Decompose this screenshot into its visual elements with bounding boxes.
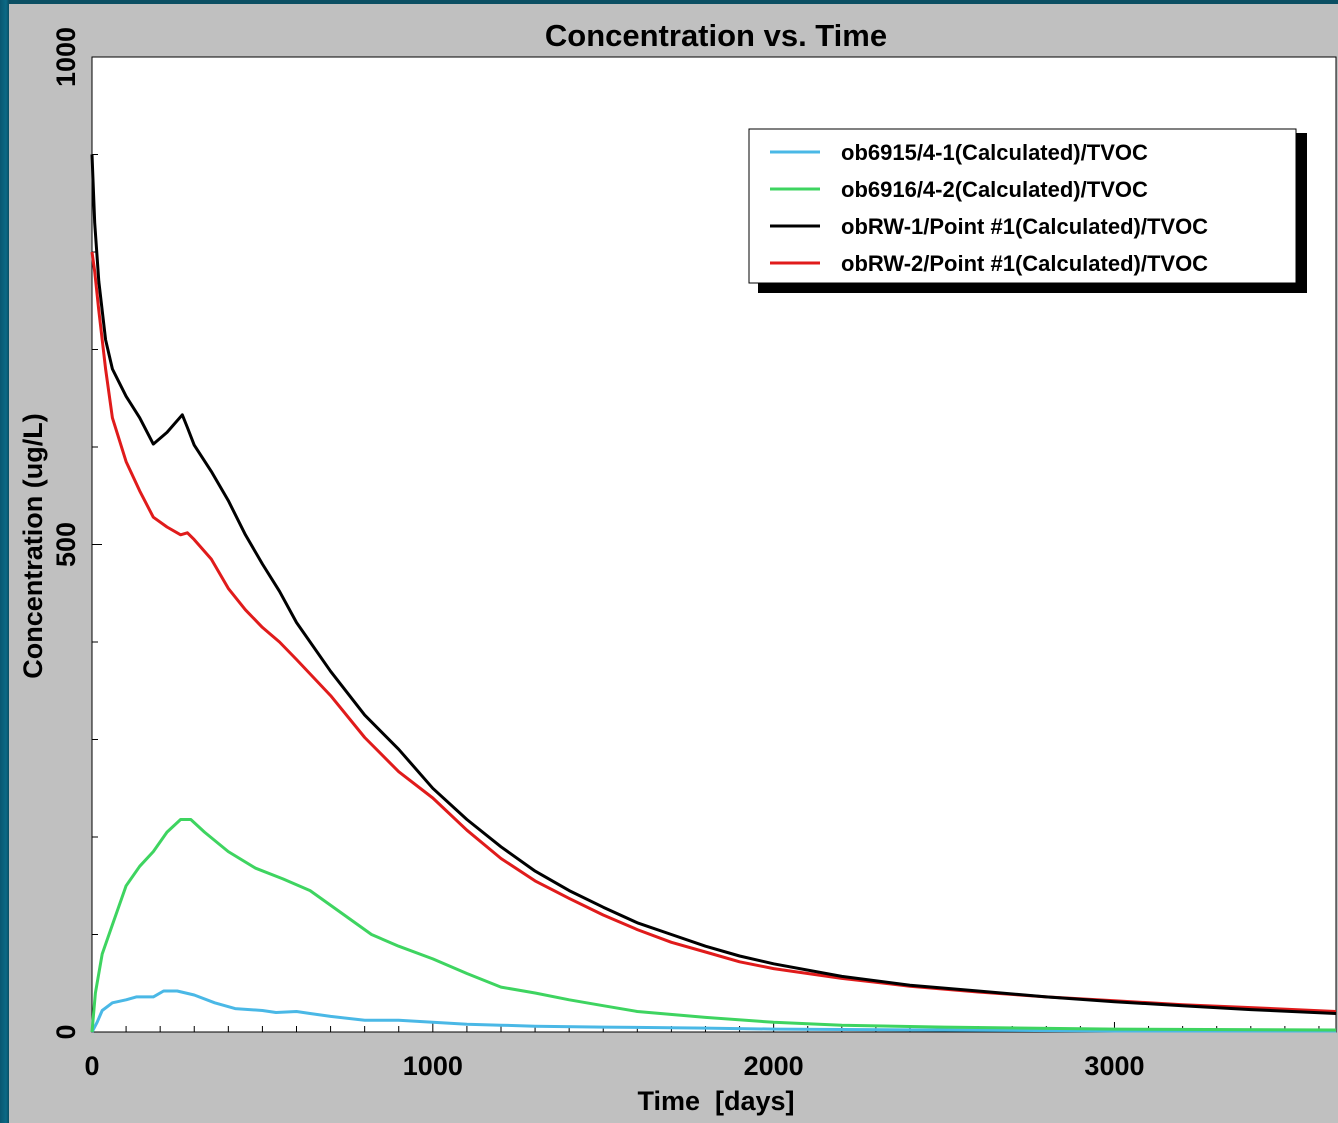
series-line bbox=[90, 154, 1337, 1015]
chart-title: Concentration vs. Time bbox=[545, 18, 887, 53]
x-tick-label: 1000 bbox=[403, 1051, 463, 1081]
legend-box bbox=[748, 128, 1297, 284]
y-tick-label: 500 bbox=[51, 522, 81, 567]
legend: ob6915/4-1(Calculated)/TVOC ob6916/4-2(Ca… bbox=[748, 128, 1307, 293]
x-tick-label: 3000 bbox=[1084, 1051, 1144, 1081]
y-tick-label: 0 bbox=[51, 1024, 81, 1039]
legend-label: obRW-2/Point #1(Calculated)/TVOC bbox=[841, 251, 1208, 276]
y-tick-label: 1000 bbox=[51, 27, 81, 87]
axis-ticks: 0 500 1000 0 1000 2000 3000 bbox=[51, 27, 1320, 1081]
legend-label: ob6916/4-2(Calculated)/TVOC bbox=[841, 177, 1148, 202]
y-axis-label: Concentration (ug/L) bbox=[18, 413, 48, 678]
series-line bbox=[90, 989, 1336, 1033]
legend-label: obRW-1/Point #1(Calculated)/TVOC bbox=[841, 214, 1208, 239]
series-line bbox=[90, 818, 1337, 1033]
legend-label: ob6915/4-1(Calculated)/TVOC bbox=[841, 140, 1148, 165]
x-axis-label: Time [days] bbox=[637, 1086, 794, 1116]
series-lines bbox=[90, 154, 1337, 1033]
x-tick-label: 2000 bbox=[744, 1051, 804, 1081]
x-tick-label: 0 bbox=[84, 1051, 99, 1081]
